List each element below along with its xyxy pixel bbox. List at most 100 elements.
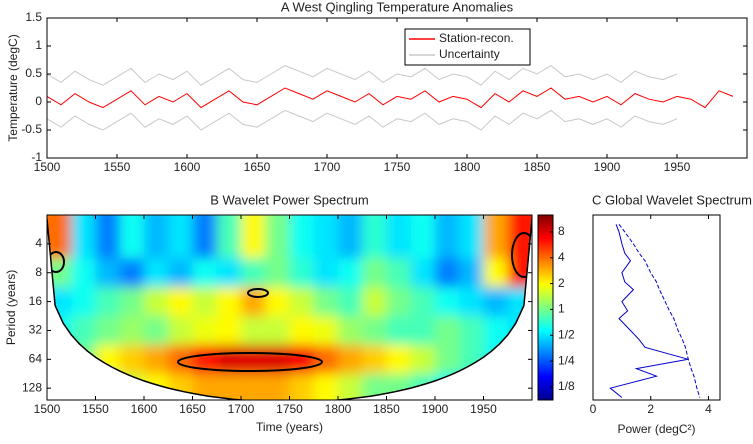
heatmap-cell — [313, 258, 339, 288]
heatmap-cell — [362, 344, 387, 375]
heatmap-cell — [289, 373, 315, 400]
heatmap-cell — [119, 287, 145, 317]
heatmap-cell — [216, 215, 242, 259]
heatmap-cell — [265, 258, 290, 288]
x-tick-label: 1700 — [228, 402, 255, 416]
heatmap-cell — [386, 316, 412, 346]
x-tick-label: 1650 — [244, 160, 271, 174]
heatmap-cell — [313, 287, 339, 317]
x-tick-label: 1950 — [470, 402, 497, 416]
heatmap-cell — [216, 316, 242, 346]
x-tick-label: 1900 — [594, 160, 621, 174]
x-tick-label: 1800 — [454, 160, 481, 174]
y-tick-label: 1 — [35, 38, 42, 52]
y-tick-label: 32 — [29, 323, 43, 337]
x-axis-label: Power (degC²) — [617, 422, 695, 436]
heatmap-cell — [144, 344, 169, 375]
chart-title: B Wavelet Power Spectrum — [210, 192, 368, 207]
x-tick-label: 1700 — [314, 160, 341, 174]
legend-label: Uncertainty — [439, 47, 500, 61]
heatmap-cell — [435, 344, 460, 375]
heatmap-cell — [338, 373, 363, 400]
heatmap-cell — [119, 344, 145, 375]
heatmap-cell — [338, 215, 363, 259]
x-axis-label: Time (years) — [256, 420, 323, 434]
heatmap-cell — [289, 258, 315, 288]
heatmap-cell — [192, 316, 218, 346]
heatmap-cell — [386, 287, 412, 317]
y-axis-label: Period (years) — [4, 270, 18, 345]
contour — [177, 352, 323, 372]
heatmap-cell — [95, 316, 121, 346]
x-tick-label: 1850 — [373, 402, 400, 416]
y-tick-label: 1.5 — [25, 10, 42, 24]
x-tick-label: 1600 — [131, 402, 158, 416]
x-tick-label: 1550 — [104, 160, 131, 174]
colorbar — [537, 214, 554, 401]
heatmap-cell — [338, 316, 363, 346]
heatmap-cell — [241, 258, 266, 288]
x-tick-label: 1650 — [179, 402, 206, 416]
chart-title: A West Qingling Temperature Anomalies — [281, 0, 514, 14]
contour — [247, 288, 269, 298]
cone-line — [47, 218, 532, 400]
heatmap-cell — [483, 215, 509, 259]
heatmap-cell — [168, 316, 193, 346]
heatmap-cell — [47, 258, 72, 288]
chart-title: C Global Wavelet Spectrum — [592, 192, 752, 207]
y-tick-label: 0 — [35, 94, 42, 108]
heatmap-cell — [313, 316, 339, 346]
heatmap-cell — [241, 287, 266, 317]
heatmap-cell — [483, 258, 509, 288]
heatmap-cell — [338, 287, 363, 317]
heatmap-cell — [435, 316, 460, 346]
colorbar-label: 1/4 — [558, 353, 575, 367]
x-tick-label: 1500 — [34, 160, 61, 174]
heatmap-cell — [410, 316, 436, 346]
heatmap-cell — [265, 373, 290, 400]
heatmap-cell — [338, 344, 363, 375]
heatmap-cell — [483, 287, 509, 317]
heatmap-cell — [313, 215, 339, 259]
series-line — [46, 109, 678, 131]
heatmap-cell — [362, 287, 387, 317]
cone-mask — [47, 219, 532, 400]
heatmap — [47, 215, 532, 400]
y-tick-label: 64 — [29, 351, 43, 365]
colorbar-label: 4 — [558, 250, 565, 264]
colorbar-label: 8 — [558, 224, 565, 238]
heatmap-cell — [144, 215, 169, 259]
heatmap-cell — [241, 215, 266, 259]
heatmap-cell — [71, 287, 96, 317]
y-tick-label: 16 — [29, 294, 43, 308]
colorbar-label: 1/2 — [558, 327, 575, 341]
heatmap-cell — [95, 258, 121, 288]
legend-label: Station-recon. — [439, 31, 514, 45]
x-tick-label: 1950 — [664, 160, 691, 174]
heatmap-cell — [216, 373, 242, 400]
heatmap-cell — [313, 373, 339, 400]
spectrum-line — [609, 224, 689, 398]
spectrum-line — [618, 223, 701, 398]
heatmap-cell — [289, 215, 315, 259]
heatmap-cell — [362, 215, 387, 259]
x-tick-label: 1600 — [174, 160, 201, 174]
plot-frame — [592, 214, 721, 401]
heatmap-cell — [119, 215, 145, 259]
heatmap-cell — [168, 258, 193, 288]
x-tick-label: 1550 — [82, 402, 109, 416]
heatmap-cell — [95, 287, 121, 317]
heatmap-cell — [410, 287, 436, 317]
colorbar-label: 2 — [558, 276, 565, 290]
heatmap-cell — [410, 258, 436, 288]
heatmap-cell — [459, 316, 484, 346]
heatmap-cell — [168, 215, 193, 259]
y-tick-label: 0.5 — [25, 66, 42, 80]
heatmap-cell — [362, 258, 387, 288]
heatmap-cell — [216, 287, 242, 317]
heatmap-cell — [459, 287, 484, 317]
heatmap-cell — [168, 287, 193, 317]
heatmap-cell — [192, 258, 218, 288]
heatmap-cell — [119, 316, 145, 346]
